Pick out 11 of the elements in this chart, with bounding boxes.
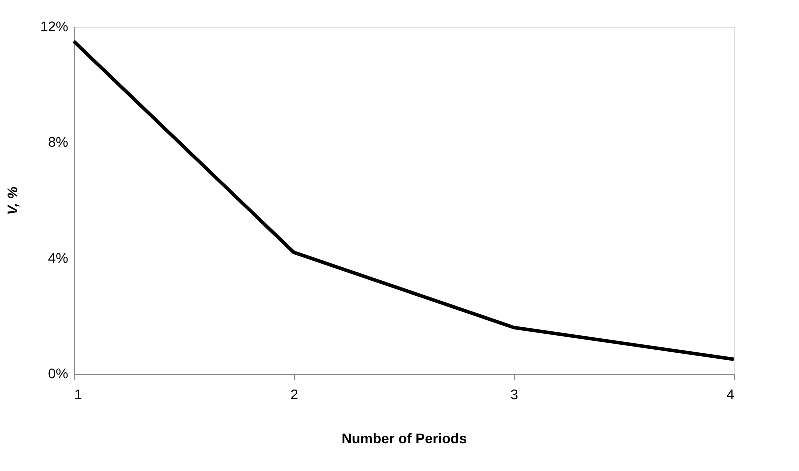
x-tick-label: 4 [726, 386, 735, 402]
x-tick-label: 3 [510, 386, 519, 402]
y-tick-label: 4% [48, 250, 68, 266]
y-axis-title: V, % [4, 186, 20, 216]
x-tick-label: 1 [74, 386, 82, 402]
line-series [72, 40, 736, 362]
y-tick-label: 8% [48, 134, 68, 150]
x-axis-title: Number of Periods [342, 430, 468, 446]
y-tick-label: 0% [48, 366, 68, 382]
y-tick-label: 12% [40, 18, 68, 34]
x-tick-label: 2 [290, 386, 299, 402]
